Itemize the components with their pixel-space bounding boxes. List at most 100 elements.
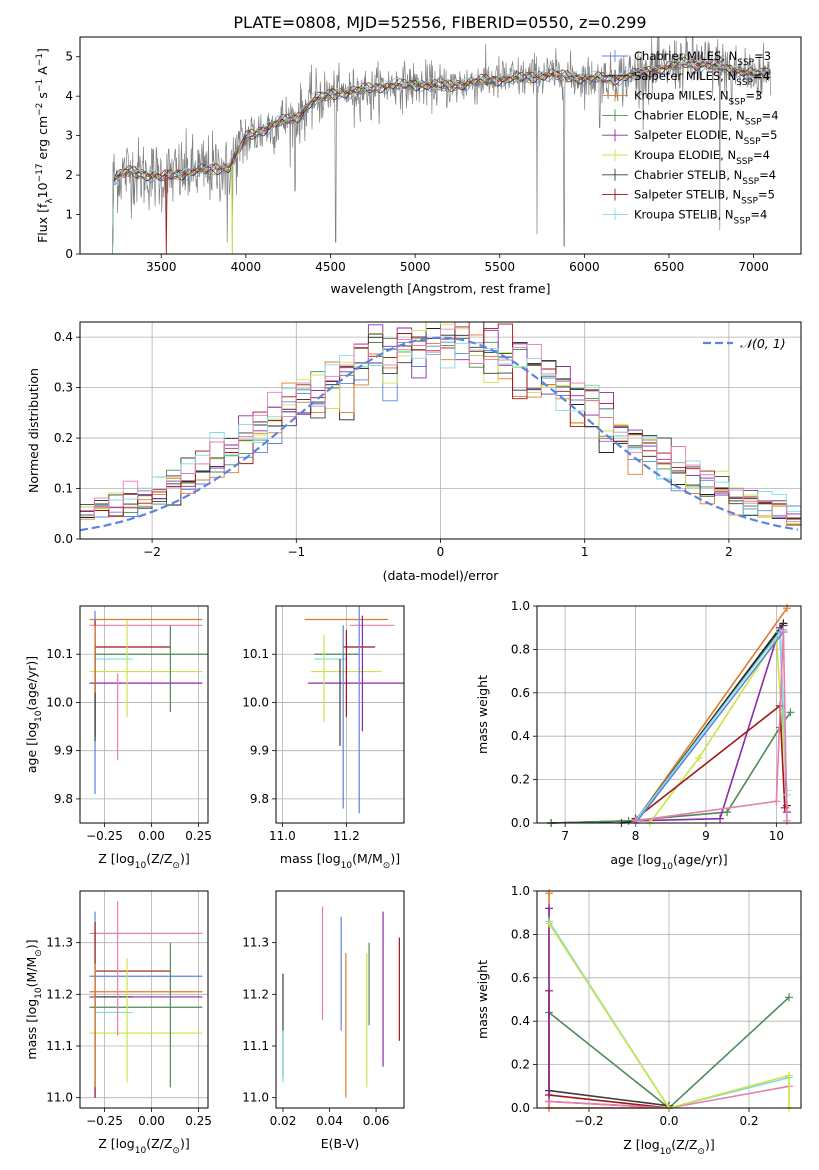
x-tick-label: 0.02 (270, 1114, 297, 1128)
y-tick-label: 11.3 (242, 936, 269, 950)
y-tick-label: 4 (65, 89, 73, 103)
age-vs-metallicity-panel: −0.25 0.00 0.25 9.8 9.9 10.0 10.1 Z [log10(Z/Z⊙… (24, 605, 212, 871)
x-tick-label: 5000 (400, 260, 431, 274)
weight-line-salpeter_elodie (548, 908, 670, 1109)
y-tick-label: 9.8 (250, 792, 269, 806)
y-tick-label: 0.2 (511, 773, 530, 787)
weight-marker (723, 808, 732, 817)
weight-line-salpeter_stelib (548, 990, 670, 1109)
y-tick-label: 0.4 (511, 1014, 530, 1028)
x-tick-label: −0.2 (574, 1114, 603, 1128)
weight-line-chabrier_stelib (548, 1089, 670, 1107)
y-tick-label: 0.4 (54, 330, 73, 344)
x-tick-label: −0.25 (86, 829, 123, 843)
mass-weight-vs-metallicity-panel: −0.2 0.0 0.2 0.0 0.2 0.4 0.6 0.8 1.0 Z [log10(Z/Z… (475, 884, 802, 1157)
weight-marker (782, 816, 791, 825)
model-spectrum-kroupa_stelib (112, 57, 771, 254)
axes-frame (79, 605, 209, 824)
x-tick-label: 4000 (231, 260, 262, 274)
y-tick-label: 11.2 (242, 987, 269, 1001)
y-tick-label: 9.9 (250, 744, 269, 758)
x-axis-label: (data-model)/error (383, 568, 500, 583)
residual-histogram-panel: −2 −1 0 1 2 0.0 0.1 0.2 0.3 0.4 𝒩(0, 1) (data-model… (26, 321, 802, 583)
x-tick-label: 4500 (315, 260, 346, 274)
model-spectrum-salpeter_stelib (112, 57, 771, 254)
y-tick-label: 10.1 (46, 647, 73, 661)
y-tick-label: 0.4 (511, 729, 530, 743)
weight-marker (772, 797, 781, 806)
legend-entry-label: Chabrier ELODIE, NSSP=4 (634, 108, 779, 127)
x-tick-label: 9 (702, 829, 710, 843)
mass-weight-vs-age-panel: 7 8 9 10 0.0 0.2 0.4 0.6 0.8 1.0 age [log10(age/yr… (475, 599, 802, 872)
weight-marker (785, 1071, 793, 1080)
x-tick-label: −1 (287, 545, 305, 559)
x-tick-label: 0.06 (363, 1114, 390, 1128)
weight-marker (786, 708, 795, 717)
y-tick-label: 0.2 (511, 1058, 530, 1072)
y-tick-label: 11.0 (46, 1091, 73, 1105)
y-tick-label: 11.1 (46, 1039, 73, 1053)
y-tick-label: 3 (65, 129, 73, 143)
x-tick-label: 5500 (484, 260, 515, 274)
y-tick-label: 0.2 (54, 431, 73, 445)
errorbars (89, 610, 208, 795)
y-axis-label: Flux [fλ10−17 erg cm−2 s−1 A−1] (35, 48, 55, 243)
histograms (80, 322, 801, 539)
x-tick-label: 0.00 (138, 1114, 165, 1128)
spectrum-lines (112, 37, 772, 254)
weight-marker (694, 753, 703, 762)
weight-line-kroupa_elodie (548, 923, 790, 1109)
gaussian-reference-line (80, 336, 799, 532)
x-axis-label: Z [log10(Z/Z⊙)] (623, 1137, 714, 1157)
y-tick-label: 0.8 (511, 927, 530, 941)
weight-marker (545, 889, 553, 898)
x-tick-label: 6500 (654, 260, 685, 274)
weight-marker (785, 993, 793, 1002)
x-tick-label: −0.25 (86, 1114, 123, 1128)
weight-marker (545, 1097, 553, 1106)
weight-line-chabrier_miles (634, 631, 785, 824)
figure-title: PLATE=0808, MJD=52556, FIBERID=0550, z=0… (233, 13, 646, 32)
y-tick-label: 0.0 (54, 532, 73, 546)
weight-marker (545, 919, 553, 928)
y-axis-label: mass weight (475, 960, 490, 1039)
mass-vs-ebv-panel: 0.02 0.04 0.06 11.0 11.1 11.2 11.3 E(B-V) (242, 890, 405, 1151)
x-tick-label: 0.0 (659, 1114, 678, 1128)
x-tick-label: 0.2 (739, 1114, 758, 1128)
weight-line-chabrier_elodie (551, 711, 792, 824)
y-axis-label: age [log10(age/yr)] (24, 656, 44, 773)
errorbars (282, 906, 400, 1098)
weight-line-kroupa_elodie (648, 636, 788, 824)
y-axis-label: mass [log10(M/M⊙)] (24, 939, 44, 1059)
y-tick-label: 0.6 (511, 971, 530, 985)
x-tick-label: 0 (437, 545, 445, 559)
x-tick-label: 0.25 (185, 1114, 212, 1128)
y-tick-label: 0.8 (511, 642, 530, 656)
y-tick-label: 11.0 (242, 1091, 269, 1105)
mass-vs-metallicity-panel: −0.25 0.00 0.25 11.0 11.1 11.2 11.3 Z [log10(Z/… (24, 890, 212, 1156)
weight-line-kroupa_miles (548, 893, 669, 1109)
weight-marker (545, 904, 553, 913)
x-tick-label: 1 (581, 545, 589, 559)
legend-entry-label: Salpeter STELIB, NSSP=5 (634, 188, 775, 207)
legend-entry-label: Kroupa ELODIE, NSSP=4 (634, 148, 770, 167)
y-tick-label: 1 (65, 208, 73, 222)
weight-lines (547, 604, 795, 827)
axes-frame (536, 890, 802, 1109)
x-tick-label: 0.25 (185, 829, 212, 843)
y-tick-label: 11.1 (242, 1039, 269, 1053)
legend-entry-label: Kroupa STELIB, NSSP=4 (634, 207, 767, 226)
y-tick-label: 10.0 (242, 695, 269, 709)
gaussian-legend-label: 𝒩(0, 1) (740, 336, 786, 351)
x-axis-label: wavelength [Angstrom, rest frame] (330, 281, 550, 296)
y-tick-label: 0 (65, 247, 73, 261)
y-tick-label: 5 (65, 50, 73, 64)
x-tick-label: 8 (632, 829, 640, 843)
x-tick-label: 2 (725, 545, 733, 559)
weight-marker (779, 625, 788, 634)
axes-frame (275, 605, 405, 824)
y-tick-label: 1.0 (511, 884, 530, 898)
axes-frame (536, 605, 802, 824)
x-axis-label: mass [log10(M/M⊙)] (280, 851, 400, 871)
